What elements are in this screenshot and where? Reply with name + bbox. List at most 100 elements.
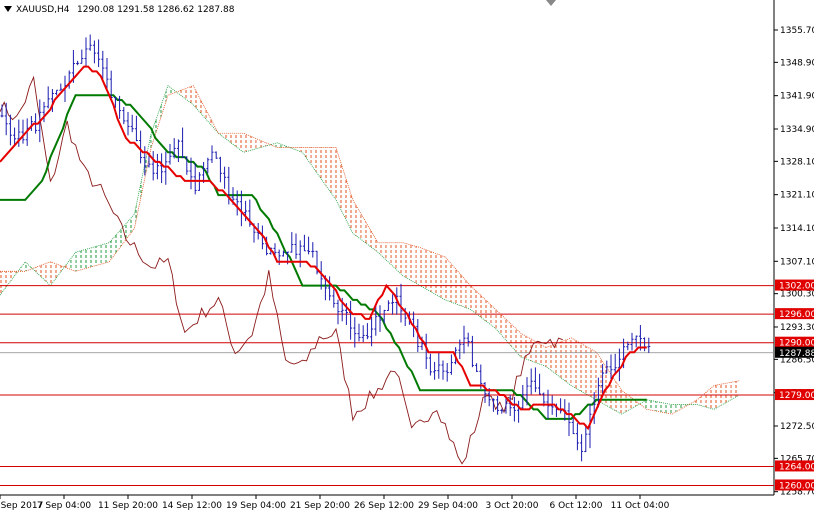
candle (13, 127, 17, 146)
candle (130, 114, 134, 133)
cloud-segment (659, 402, 664, 413)
cloud-segment (386, 242, 391, 265)
candle (315, 250, 319, 275)
candle (416, 319, 420, 352)
x-tick-label: 26 Sep 12:00 (354, 501, 414, 511)
cloud-segment (247, 135, 252, 152)
x-tick-label: 11 Sep 20:00 (98, 501, 158, 511)
cloud-segment (487, 301, 492, 326)
cloud-segment (466, 280, 471, 310)
candle (160, 153, 164, 184)
candle (365, 323, 369, 340)
collapse-arrow-icon[interactable] (546, 0, 556, 6)
cloud-segment (478, 293, 483, 319)
cloud-segment (369, 228, 374, 250)
candle (483, 382, 487, 403)
level-tag-label: 1264.00 (779, 462, 814, 472)
candle (374, 304, 378, 336)
cloud-segment (399, 242, 404, 277)
cloud-segment (344, 173, 349, 225)
cloud-segment (457, 271, 462, 307)
cloud-segment (235, 133, 240, 150)
cloud-segment (583, 345, 588, 396)
cloud-segment (33, 266, 38, 274)
senkou-span-b (0, 85, 740, 415)
current-price-label: 1287.88 (779, 349, 814, 359)
cloud-segment (378, 242, 383, 257)
y-tick-label: 1272.50 (780, 422, 814, 432)
cloud-segment (348, 186, 353, 234)
candle (470, 335, 474, 368)
cloud-segment (415, 246, 420, 286)
candle (336, 299, 340, 325)
cloud-segment (432, 252, 437, 296)
cloud-segment (693, 399, 698, 405)
candle (647, 337, 651, 353)
candle (437, 351, 441, 379)
cloud-segment (210, 117, 215, 129)
candle (496, 395, 500, 415)
chikou-span-line (0, 75, 563, 465)
cloud-segment (604, 364, 609, 407)
cloud-segment (436, 253, 441, 298)
cloud-segment (483, 297, 488, 323)
cloud-segment (525, 335, 530, 361)
cloud-segment (184, 87, 189, 102)
level-tag (775, 308, 814, 320)
candle (445, 363, 449, 382)
candle (281, 250, 285, 257)
cloud-segment (105, 242, 110, 263)
candle (307, 236, 311, 255)
candle (357, 323, 361, 342)
cloud-segment (688, 402, 693, 405)
x-tick-label: 19 Sep 04:00 (226, 501, 286, 511)
cloud-segment (596, 352, 601, 403)
candle (378, 305, 382, 332)
candle (630, 332, 634, 351)
cloud-segment (0, 271, 5, 296)
price-tags: 1302.00 1296.00 1290.00 1279.00 1264.00 1260.… (775, 279, 814, 491)
cloud-segment (67, 257, 72, 270)
dropdown-arrow-icon[interactable] (4, 6, 12, 12)
candle (155, 153, 159, 180)
cloud-segment (646, 399, 651, 411)
cloud-segment (420, 247, 425, 288)
ichimoku-cloud (0, 85, 740, 415)
cloud-segment (588, 347, 593, 398)
cloud-segment (651, 400, 656, 411)
cloud-segment (663, 402, 668, 414)
cloud-segment (558, 341, 563, 380)
candle (164, 151, 168, 185)
cloud-segment (42, 263, 47, 282)
senkou-span-a (0, 85, 740, 415)
cloud-segment (411, 245, 416, 284)
cloud-segment (243, 133, 248, 153)
y-tick-label: 1348.90 (780, 58, 814, 68)
cloud-segment (394, 242, 399, 273)
cloud-segment (226, 133, 231, 143)
cloud-segment (722, 383, 727, 405)
candle (181, 127, 185, 159)
cloud-segment (562, 339, 567, 383)
candle (193, 163, 197, 195)
cloud-segment (222, 133, 227, 140)
y-tick-label: 1258.70 (780, 488, 814, 498)
candle (46, 86, 50, 109)
cloud-segment (365, 221, 370, 246)
cloud-segment (672, 404, 677, 415)
level-tag (775, 389, 814, 401)
candle (84, 37, 88, 67)
cloud-segment (554, 342, 559, 377)
cloud-segment (621, 390, 626, 415)
cloud-segment (680, 404, 685, 410)
cloud-segment (697, 396, 702, 406)
candle (206, 157, 210, 174)
ohlc-values: 1290.08 1291.58 1286.62 1287.88 (77, 5, 235, 15)
level-tag-label: 1290.00 (779, 339, 814, 349)
candle (202, 161, 206, 183)
cloud-segment (96, 245, 101, 266)
cloud-segment (117, 228, 122, 251)
